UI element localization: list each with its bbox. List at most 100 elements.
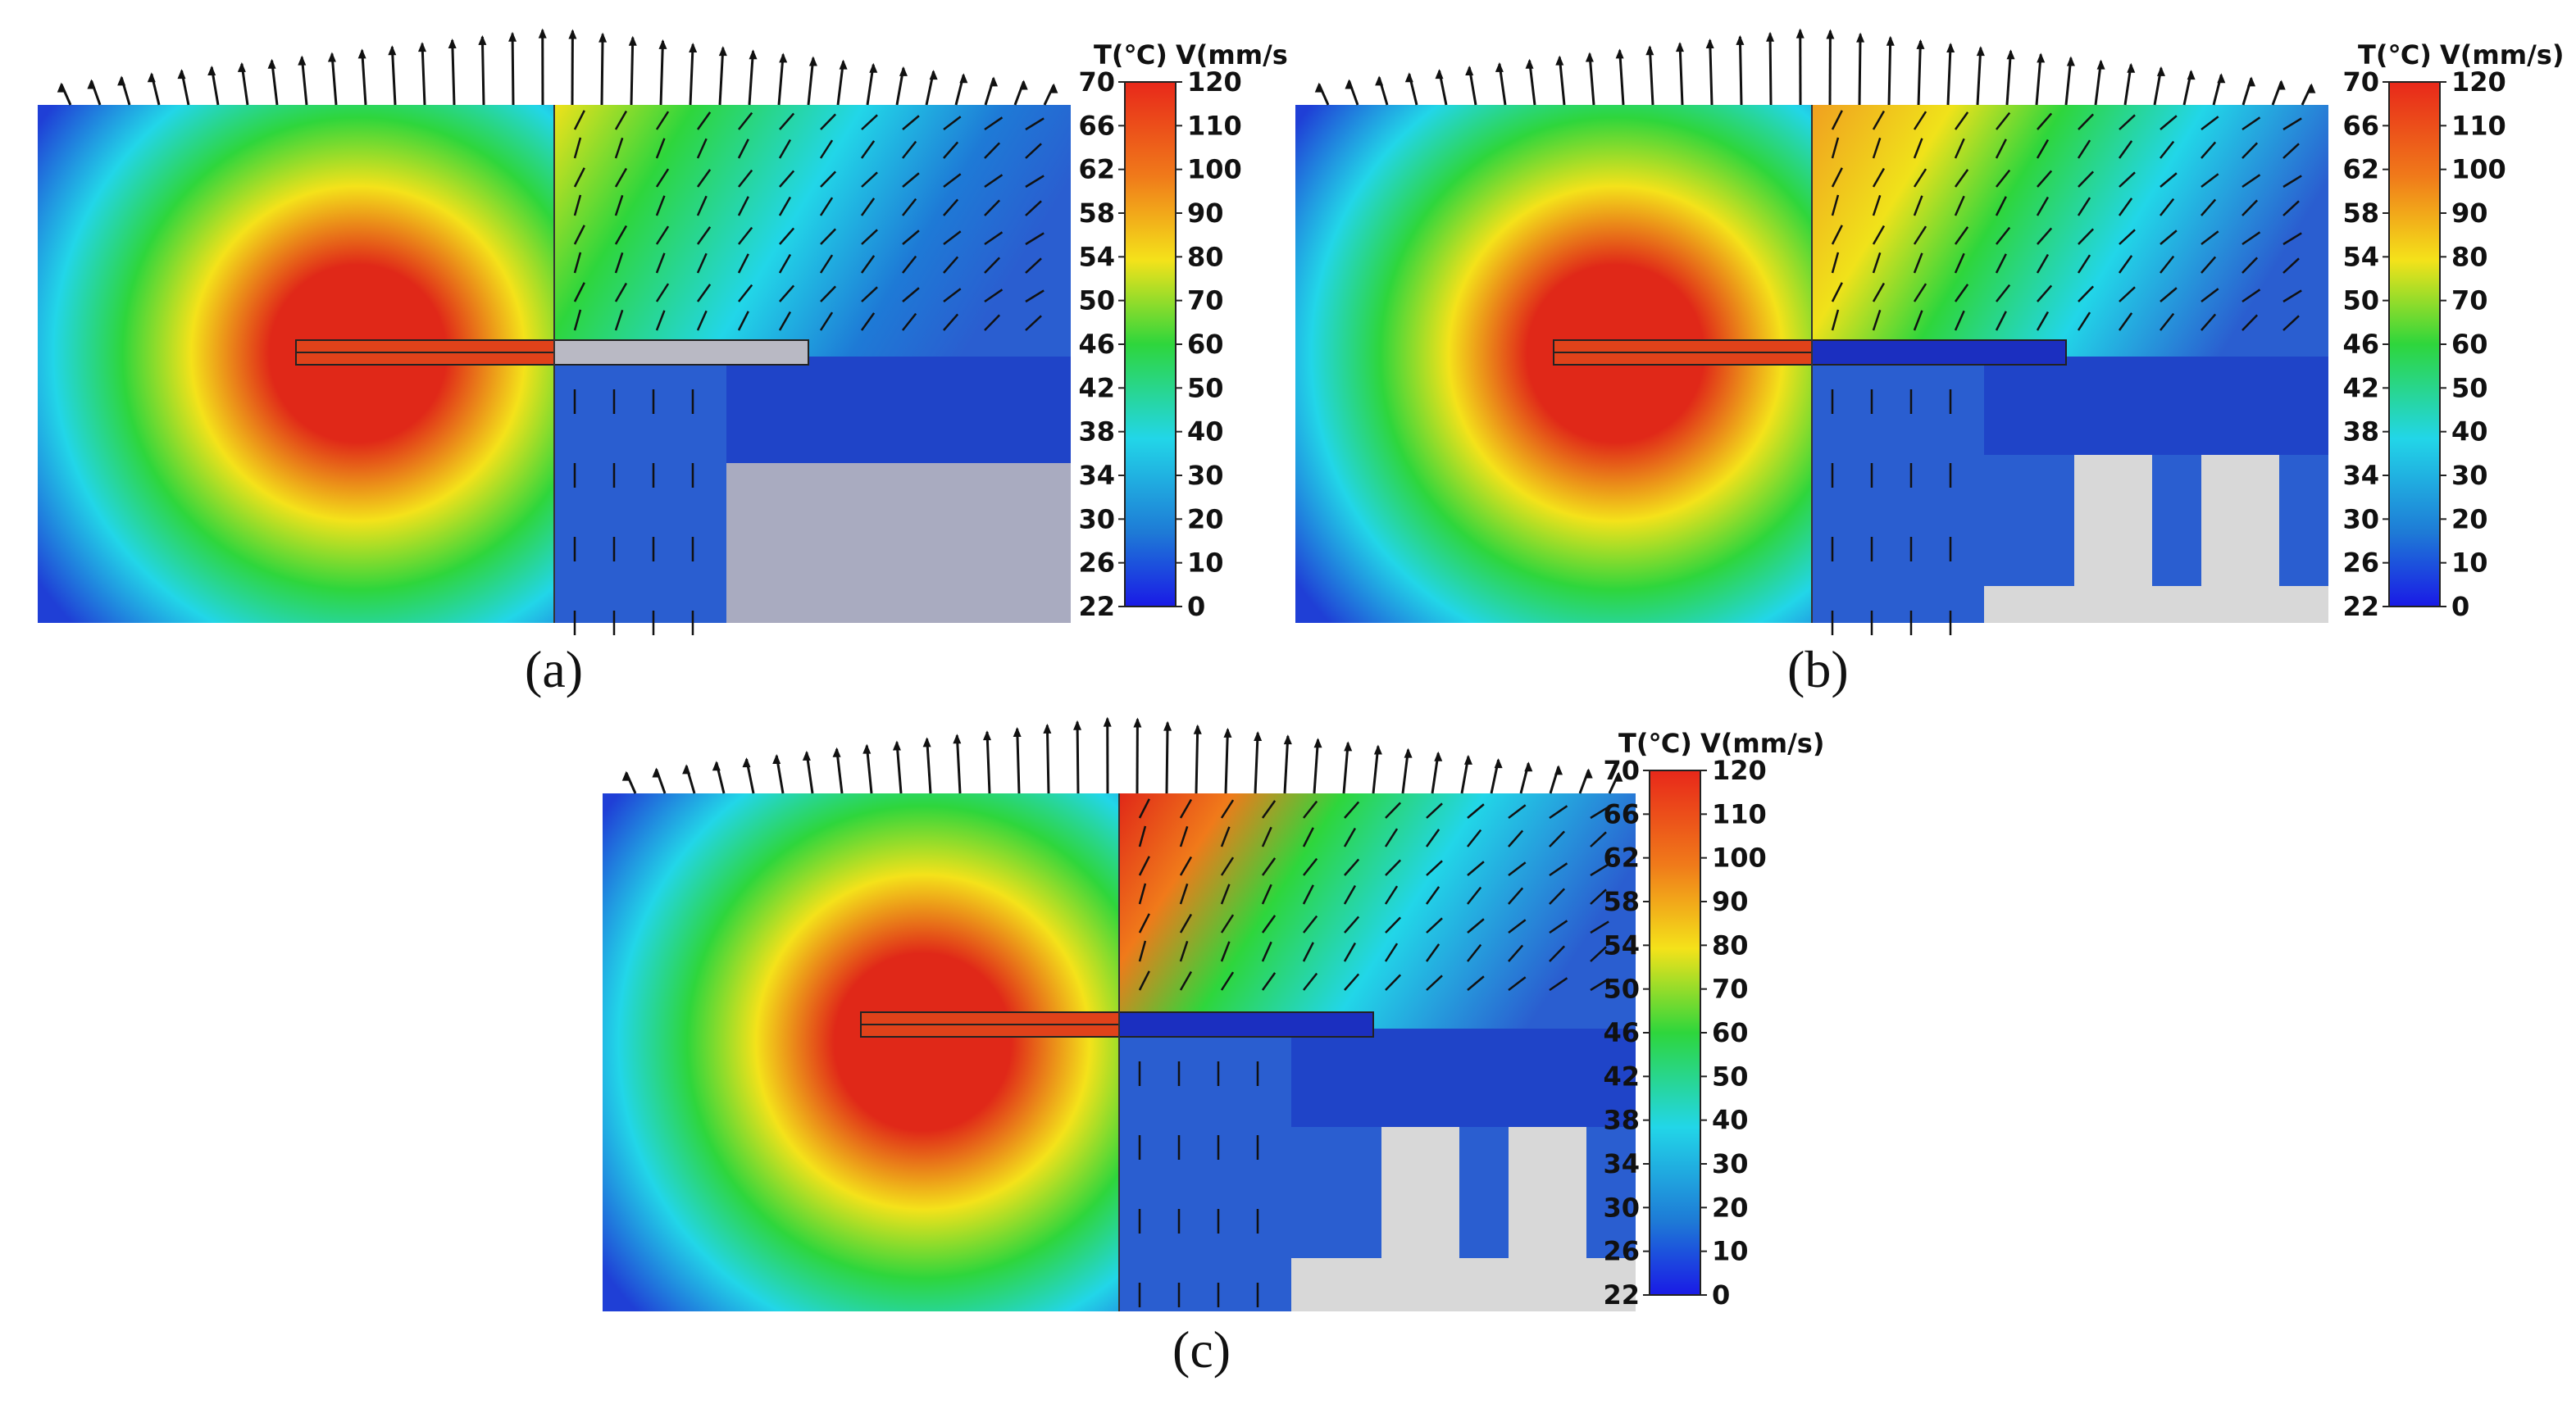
flow-arrow-head [832,747,841,757]
top-flow-arrows [57,28,1058,106]
field-arrow [655,195,666,216]
flow-arrow-head [1856,32,1865,43]
flow-arrow-head [327,52,336,62]
flow-arrow-head [862,743,872,754]
field-arrow [1508,887,1524,905]
temperature-tick-label: 22 [2342,591,2379,622]
field-arrow [573,110,585,130]
flow-arrow-head [357,48,366,59]
panel-b: T(℃) V(mm/s) 70 120 66 110 62 100 58 90 54 80 50 70 46… [1263,0,2574,713]
field-arrow [655,252,666,274]
temperature-tick-label: 58 [2342,198,2379,229]
panel-a-label: (a) [525,640,584,698]
field-arrow [2160,312,2175,331]
field-arrow [2037,170,2053,188]
flow-arrow-head [1404,72,1413,83]
field-arrow [573,309,582,331]
field-arrow [1831,167,1843,188]
field-arrow [1303,972,1318,991]
field-arrow [1344,858,1360,876]
field-arrow [573,252,582,274]
field-arrow [902,115,920,130]
velocity-tick-label: 50 [1712,1061,1749,1092]
flow-arrow-head [2096,59,2105,70]
fin-gap [2025,455,2074,586]
colorbar-temperature-title: T(℃) [1618,728,1692,759]
flow-arrow-head [1494,758,1503,769]
velocity-tick-label: 120 [1187,66,1242,98]
field-arrow [1467,918,1485,934]
field-arrow [2037,227,2053,245]
field-arrow [1954,138,1965,159]
flow-arrow-head [892,740,901,751]
field-arrow [1995,311,2007,331]
flow-arrow [955,735,962,794]
flow-arrow-head [2127,62,2136,73]
temperature-tick-label: 70 [2342,66,2379,98]
field-arrow [1913,225,1927,245]
field-arrow [2241,199,2259,216]
field-arrow [2201,198,2217,216]
velocity-tick-label: 90 [1712,886,1749,917]
field-arrow [2037,284,2053,302]
temperature-tick-label: 38 [1603,1105,1640,1136]
field-arrow [1138,825,1147,847]
field-arrow [614,137,624,159]
flow-arrow-head [658,39,667,49]
field-arrow [1138,913,1150,934]
flow-arrow [1976,48,1982,106]
temperature-tick-label: 58 [1603,886,1640,917]
temperature-tick-label: 26 [2342,548,2379,579]
velocity-tick-label: 90 [1187,198,1224,229]
flow-arrow-head [298,55,307,66]
field-arrow [1549,945,1566,962]
flow-arrow [1768,33,1773,106]
field-arrow [1549,862,1568,877]
temperature-tick-label: 30 [2342,503,2379,534]
field-arrows [573,110,1045,635]
flow-arrow-head [1795,28,1805,39]
field-arrow [1590,888,1607,905]
field-arrow [655,310,666,331]
field-arrow [2282,117,2302,131]
flow-arrow-head [749,49,758,60]
field-arrow [820,113,837,130]
flow-arrow-head [982,730,991,741]
flow-arrow-head [1133,717,1142,728]
field-arrow [820,228,837,245]
velocity-tick-label: 10 [1187,548,1224,579]
field-arrow [2160,172,2178,188]
field-arrow [1220,884,1231,905]
field-arrow [1590,920,1609,934]
flow-arrow-head [1435,69,1444,80]
field-arrow [2160,229,2178,245]
field-arrow [2077,197,2091,216]
flow-arrow-head [922,737,931,747]
plate [1118,1011,1374,1038]
field-arrow [1384,828,1399,847]
field-arrow [1220,971,1235,991]
field-arrow [778,311,792,331]
temperature-tick-label: 50 [1078,285,1115,316]
flow-arrow-head [1373,744,1382,755]
plate [553,339,809,366]
field-arrow [984,142,1001,159]
flow-arrow [1045,725,1050,794]
temperature-tick-label: 26 [1078,548,1115,579]
velocity-tick-label: 0 [1187,591,1205,622]
flow-arrow-head [1049,83,1058,93]
field-arrow [1261,800,1277,819]
flow-arrow-head [2006,49,2015,60]
field-arrow [2118,255,2133,274]
field-arrow [1261,915,1277,934]
field-arrow [1261,857,1277,876]
field-arrow [1302,942,1314,962]
temperature-tick-label: 42 [1078,372,1115,403]
flow-arrow [511,33,515,106]
flow-arrow-head [1555,55,1564,66]
flow-arrow-head [2066,56,2075,66]
field-arrow [1425,886,1440,905]
flow-arrow-head [1404,747,1413,758]
field-arrow [1996,169,2011,188]
flow-arrow [1618,50,1625,106]
